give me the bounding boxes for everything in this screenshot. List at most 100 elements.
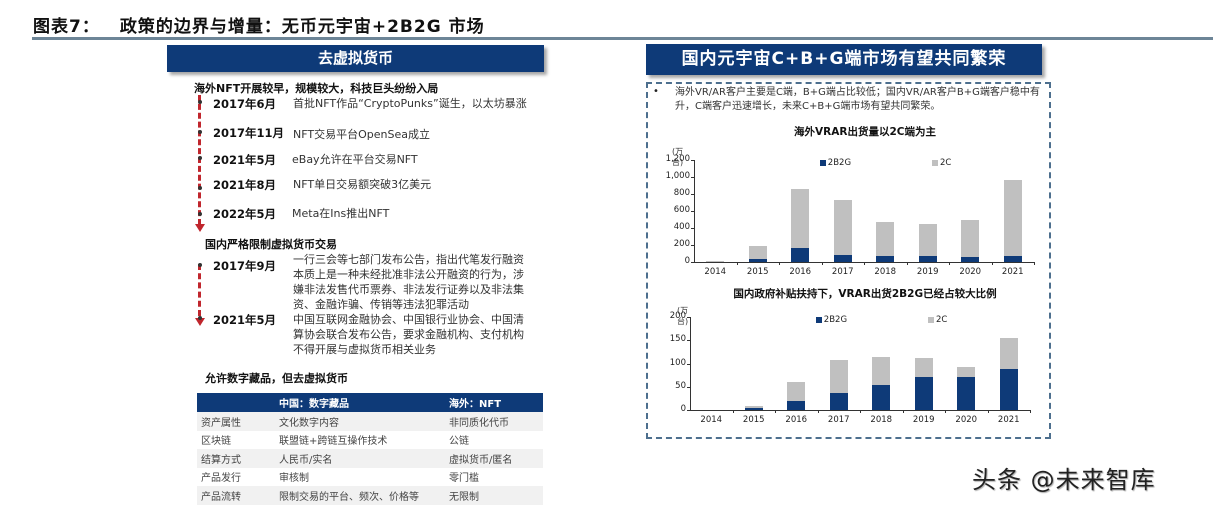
bar-2b2g [872,384,891,410]
legend-label: 2B2G [827,158,852,168]
table-row: 产品流转 限制交易的平台、频次、价格等 无限制 [197,486,543,505]
x-tick-mark [775,410,776,413]
section-heading-overseas-nft: 海外NFT开展较早，规模较大，科技巨头纷纷入局 [194,82,439,95]
x-tick-label: 2016 [789,267,812,277]
y-tick-label: 200 [673,239,690,249]
y-tick-mark [691,160,694,161]
legend-item-2b2g: 2B2G [815,315,847,325]
timeline-dot [198,316,202,320]
event-text: NFT单日交易额突破3亿美元 [293,178,432,191]
timeline-arrow-down-icon [195,224,205,232]
x-tick-mark [864,262,865,265]
legend-item-2c: 2C [928,315,947,325]
bar-2b2g [1003,255,1022,262]
x-tick-mark [987,410,989,413]
event-date: 2021年5月 [213,153,277,167]
figure-number: 图表7： [33,17,100,37]
title-divider [32,37,1213,40]
x-tick-label: 2021 [1001,267,1024,277]
y-tick-label: 800 [673,188,690,198]
table-header-row: 中国：数字藏品 海外：NFT [197,393,543,412]
table-row: 结算方式 人民币/实名 虚拟货币/匿名 [197,449,543,468]
y-tick-mark [691,245,694,246]
table-cell: 产品流转 [197,486,275,505]
bar-2b2g [918,256,937,262]
x-tick-label: 2016 [785,415,808,425]
event-text: 一行三会等七部门发布公告，指出代笔发行融资本质上是一种未经批准非法公开融资的行为… [293,253,524,311]
y-tick-label: 600 [673,205,690,215]
legend-item-2b2g: 2B2G [819,158,852,168]
y-tick-mark [691,194,694,195]
table-cell: 产品发行 [197,467,275,486]
event-text: 中国互联网金融协会、中国银行业协会、中国清算协会联合发布公告，要求金融机构、支付… [293,313,524,356]
bar-2b2g [833,255,852,262]
bar-2c [999,338,1018,369]
right-banner: 国内元宇宙C+B+G端市场有望共同繁荣 [646,44,1042,75]
x-tick-label: 2015 [742,415,765,425]
y-tick-mark [691,177,694,178]
y-tick-mark [691,211,694,212]
bullet-text: 海外VR/AR客户主要是C端，B+G端占比较低；国内VR/AR客户B+G端客户稳… [675,87,1040,112]
timeline-dot [198,186,202,190]
event-date: 2022年5月 [213,207,277,221]
section-heading-domestic-restriction: 国内严格限制虚拟货币交易 [205,238,337,251]
y-tick-mark [687,340,690,342]
event-text: NFT交易平台OpenSea成立 [293,128,430,141]
x-tick-mark [821,262,823,265]
bar-2c [872,356,891,385]
event-date: 2021年8月 [213,178,277,192]
y-tick-mark [687,363,690,365]
table-cell: 人民币/实名 [275,449,445,468]
legend-swatch-icon [815,316,822,323]
y-tick-mark [687,410,690,411]
y-tick-label: 1,200 [665,154,690,164]
x-tick-mark [1034,262,1035,265]
timeline-arrow-down-icon [195,318,205,326]
x-tick-mark [779,262,780,265]
table-cell: 文化数字内容 [275,412,445,431]
x-tick-label: 2020 [959,267,982,277]
legend-label: 2C [936,315,948,325]
table-cell: 公链 [445,430,543,449]
x-tick-mark [860,410,861,413]
bar-2b2g [961,257,980,262]
x-tick-label: 2018 [870,415,893,425]
legend-swatch-icon [928,316,934,323]
x-tick-label: 2014 [700,415,723,425]
event-text: eBay允许在平台交易NFT [292,153,418,166]
table-cell: 区块链 [197,430,275,449]
bar-2c [918,223,937,257]
table-cell: 联盟链+跨链互操作技术 [275,430,445,449]
table-cell: 审核制 [275,467,445,486]
bar-2c [706,261,725,262]
legend-swatch-icon [819,159,826,166]
event-text: 首批NFT作品“CryptoPunks”诞生，以太坊暴涨 [293,97,527,110]
watermark: 头条 @未来智库 [972,466,1156,494]
x-tick-label: 2019 [916,267,939,277]
bar-2b2g [787,401,806,410]
y-axis [690,317,691,410]
bar-2b2g [914,376,933,410]
bar-2b2g [876,256,895,262]
bar-2c [744,406,763,408]
y-tick-mark [691,228,694,229]
x-tick-mark [817,410,819,413]
bar-2c [914,357,933,377]
chart-unit: (万台) [677,306,689,326]
table-cell: 结算方式 [197,449,275,468]
timeline-line-2 [198,264,201,316]
y-tick-mark [691,262,694,263]
bar-2b2g [829,392,848,410]
figure-title: 图表7： 政策的边界与增量：无币元宇宙+2B2G 市场 [33,12,485,37]
chart-title: 海外VRAR出货量以2C端为主 [794,126,936,138]
event-date: 2017年6月 [213,97,277,111]
table-cell: 限制交易的平台、频次、价格等 [275,486,445,505]
table-cell: 非同质化代币 [445,412,543,431]
event-date: 2017年11月 [213,126,285,140]
y-tick-label: 200 [669,311,686,321]
event-date: 2017年9月 [213,259,277,273]
figure-title-text: 政策的边界与增量：无币元宇宙+2B2G 市场 [119,17,485,37]
x-tick-label: 2017 [831,267,854,277]
bar-2c [787,382,806,402]
x-tick-mark [906,262,908,265]
